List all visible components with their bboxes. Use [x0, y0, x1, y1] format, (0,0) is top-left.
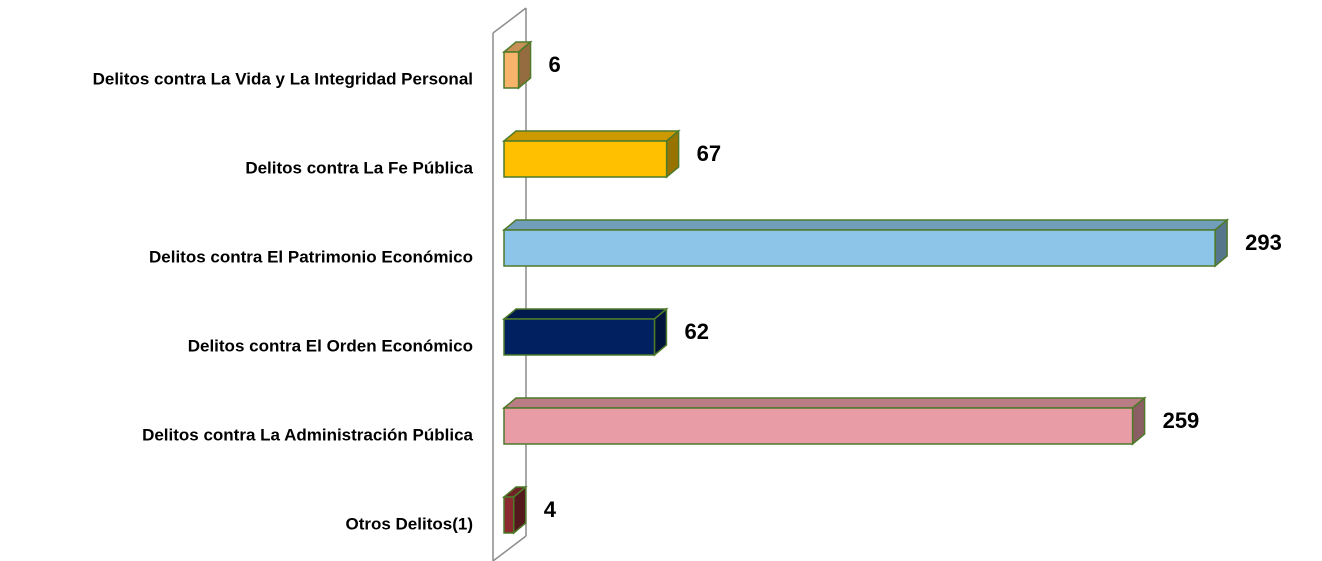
category-label: Delitos contra El Patrimonio Económico	[149, 247, 473, 266]
bar-top	[501, 397, 1147, 409]
wall-edge	[492, 7, 527, 34]
bar	[503, 229, 1216, 267]
category-label: Otros Delitos(1)	[345, 514, 473, 533]
bar	[503, 407, 1134, 445]
category-label: Delitos contra El Orden Económico	[188, 336, 473, 355]
value-label: 62	[684, 319, 708, 344]
bar	[503, 140, 668, 178]
category-label: Delitos contra La Fe Pública	[245, 158, 473, 177]
back-wall	[492, 7, 527, 561]
category-label: Delitos contra La Administración Pública	[142, 425, 473, 444]
value-label: 4	[544, 497, 557, 522]
value-label: 293	[1245, 230, 1282, 255]
bar-top	[501, 219, 1230, 231]
bar	[503, 318, 656, 356]
wall-edge	[492, 535, 527, 561]
bar-top	[501, 308, 669, 320]
value-label: 259	[1163, 408, 1200, 433]
bar-top	[501, 130, 681, 142]
value-label: 67	[697, 141, 721, 166]
value-label: 6	[549, 52, 561, 77]
category-label: Delitos contra La Vida y La Integridad P…	[93, 69, 473, 88]
bar	[503, 496, 515, 534]
bar	[503, 51, 520, 89]
